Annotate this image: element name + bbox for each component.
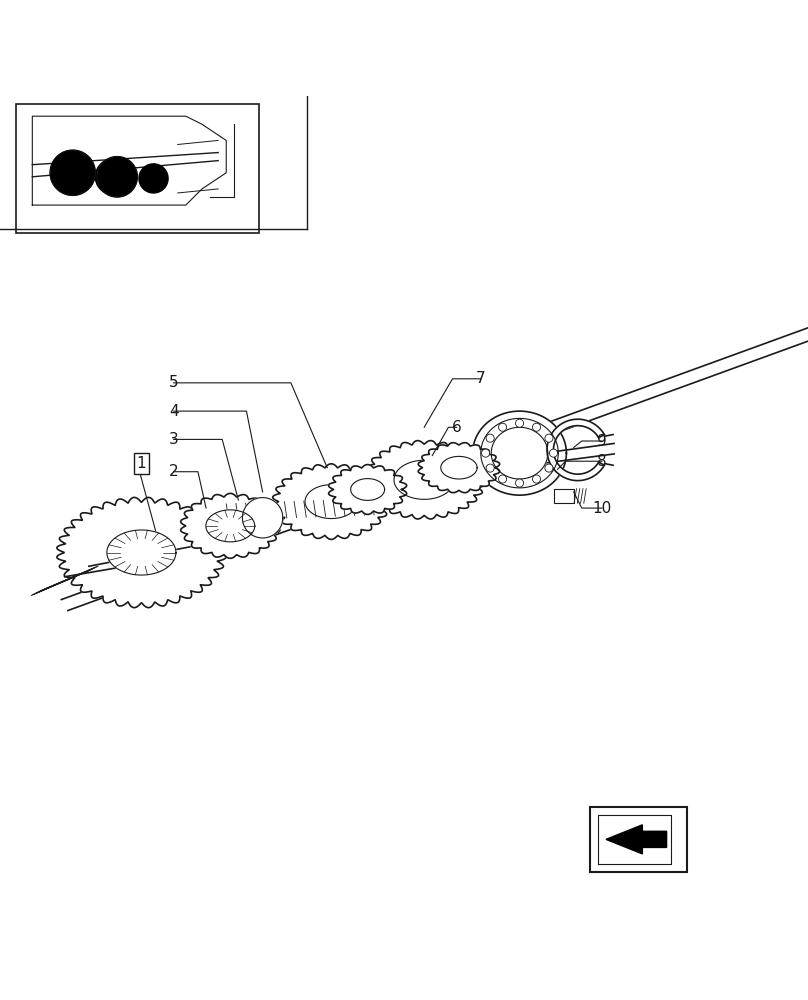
Circle shape	[499, 423, 507, 431]
Text: 1: 1	[137, 456, 146, 471]
Text: 3: 3	[169, 432, 179, 447]
Polygon shape	[206, 510, 255, 542]
Polygon shape	[305, 485, 357, 519]
Bar	[590, 807, 687, 872]
Bar	[554, 489, 574, 503]
Circle shape	[532, 423, 541, 431]
Circle shape	[499, 475, 507, 483]
Circle shape	[545, 434, 553, 442]
Polygon shape	[441, 456, 477, 479]
Circle shape	[549, 449, 558, 457]
Polygon shape	[329, 465, 406, 514]
Text: 7: 7	[476, 371, 486, 386]
Text: 9: 9	[597, 434, 607, 449]
Polygon shape	[181, 493, 280, 558]
Polygon shape	[107, 530, 176, 575]
Polygon shape	[139, 164, 168, 193]
Polygon shape	[95, 159, 131, 195]
Text: 8: 8	[597, 454, 607, 469]
Polygon shape	[491, 427, 548, 479]
Polygon shape	[242, 498, 283, 538]
Polygon shape	[53, 153, 93, 193]
Circle shape	[486, 434, 494, 442]
Text: 6: 6	[452, 420, 461, 435]
Text: 10: 10	[592, 501, 612, 516]
Text: 2: 2	[169, 464, 179, 479]
Text: 4: 4	[169, 404, 179, 419]
Polygon shape	[547, 419, 604, 481]
Bar	[16, 104, 259, 233]
Text: 5: 5	[169, 375, 179, 390]
Polygon shape	[419, 443, 499, 493]
Circle shape	[486, 464, 494, 472]
Circle shape	[516, 479, 524, 487]
Circle shape	[482, 449, 490, 457]
Circle shape	[532, 475, 541, 483]
Polygon shape	[606, 825, 667, 854]
Polygon shape	[97, 157, 137, 197]
Circle shape	[545, 464, 553, 472]
Polygon shape	[351, 479, 385, 500]
Polygon shape	[273, 464, 389, 539]
Polygon shape	[57, 497, 226, 608]
Polygon shape	[394, 460, 454, 499]
Polygon shape	[363, 441, 486, 519]
Polygon shape	[473, 411, 566, 495]
Polygon shape	[50, 150, 95, 195]
Circle shape	[516, 419, 524, 427]
